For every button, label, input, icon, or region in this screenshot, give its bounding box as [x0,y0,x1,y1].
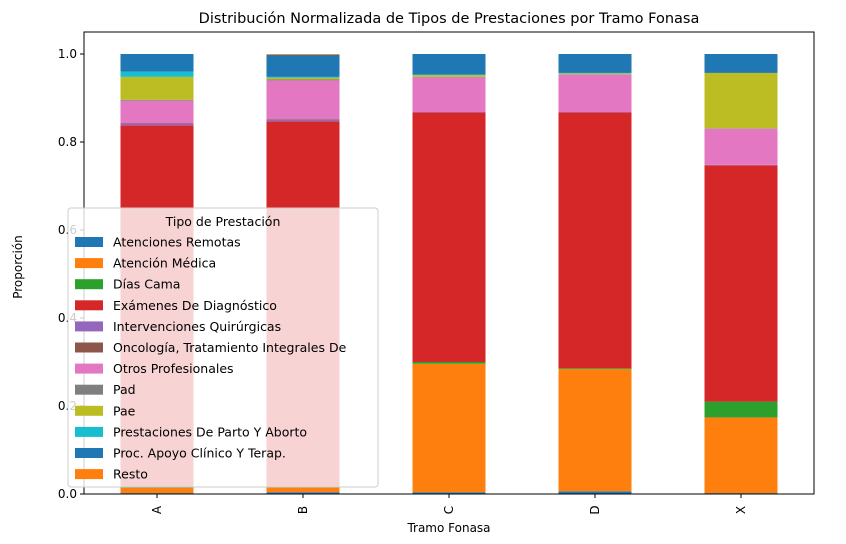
legend-swatch [75,426,103,437]
bar-segment-B-1 [266,486,340,493]
legend-label: Resto [113,467,148,482]
legend-label: Otros Profesionales [113,361,234,376]
legend-swatch [75,258,103,269]
bar-segment-C-10 [412,54,486,75]
legend-frame [67,207,379,488]
legend-swatch [75,363,103,374]
bar-segment-A-8 [120,76,194,100]
legend-label: Oncología, Tratamiento Integrales De [113,340,347,355]
bar-segment-D-8 [558,73,632,75]
bar-segment-B-4 [266,119,340,122]
y-tick-label: 0.8 [58,135,77,149]
bar-segment-A-9 [120,71,194,77]
legend-swatch [75,448,103,458]
chart-title: Distribución Normalizada de Tipos de Pre… [199,11,700,27]
bar-segment-D-10 [558,54,632,73]
bar-segment-B-11 [266,54,340,55]
legend-label: Proc. Apoyo Clínico Y Terap. [113,446,286,461]
y-tick-label: 1.0 [58,47,77,61]
x-tick-label: X [734,506,748,514]
bar-segment-C-8 [412,75,486,77]
x-tick-label: B [296,506,310,514]
bar-segment-X-6 [704,128,778,165]
legend: Tipo de Prestación Atenciones RemotasAte… [67,207,379,488]
legend-label: Atenciones Remotas [113,235,241,250]
legend-label: Pad [113,382,136,397]
bar-segment-X-2 [704,401,778,418]
bar-segment-C-0 [412,492,486,494]
bar-segment-B-0 [266,492,340,494]
legend-label: Prestaciones De Parto Y Aborto [113,424,307,439]
legend-label: Exámenes De Diagnóstico [113,298,277,313]
x-axis-title: Tramo Fonasa [406,521,490,535]
legend-swatch [75,300,103,311]
bar-segment-C-2 [412,362,486,364]
bar-segment-A-7 [120,99,194,101]
legend-swatch [75,342,103,353]
legend-label: Atención Médica [113,256,216,271]
bar-segment-A-6 [120,100,194,124]
legend-swatch [75,469,103,480]
legend-title: Tipo de Prestación [165,214,281,229]
bar-segment-C-6 [412,77,486,113]
legend-swatch [75,405,103,416]
bar-segment-X-1 [704,417,778,494]
bar-segment-D-3 [558,112,632,369]
legend-label: Intervenciones Quirúrgicas [113,319,281,334]
bar-segment-C-1 [412,363,486,493]
y-axis-title: Proporción [11,235,25,299]
bar-segment-C-3 [412,112,486,363]
bar-segment-B-9 [266,76,340,78]
x-tick-label: C [442,506,456,514]
bar-segment-B-8 [266,77,340,80]
bar-segment-D-6 [558,74,632,113]
legend-items: Atenciones Remotas Atención Médica Días Ca… [75,235,347,482]
x-tick-label: D [588,505,602,514]
bar-segment-B-6 [266,80,340,120]
bar-segment-D-0 [558,491,632,494]
legend-swatch [75,237,103,247]
legend-swatch [75,384,103,395]
bar-segment-B-7 [266,79,340,81]
legend-label: Días Cama [113,277,180,292]
bar-segment-D-2 [558,368,632,370]
x-tick-label: A [150,505,164,514]
y-tick-label: 0.0 [58,487,77,501]
bar-segment-X-8 [704,72,778,129]
bar-segment-A-1 [120,487,194,494]
bar-segment-X-3 [704,165,778,402]
legend-swatch [75,321,103,332]
bar-segment-X-10 [704,54,778,73]
bar-segment-A-10 [120,54,194,72]
bar-segment-B-10 [266,54,340,77]
bar-segment-D-1 [558,369,632,492]
legend-swatch [75,279,103,290]
bar-segment-A-4 [120,123,194,126]
legend-label: Pae [113,403,136,418]
